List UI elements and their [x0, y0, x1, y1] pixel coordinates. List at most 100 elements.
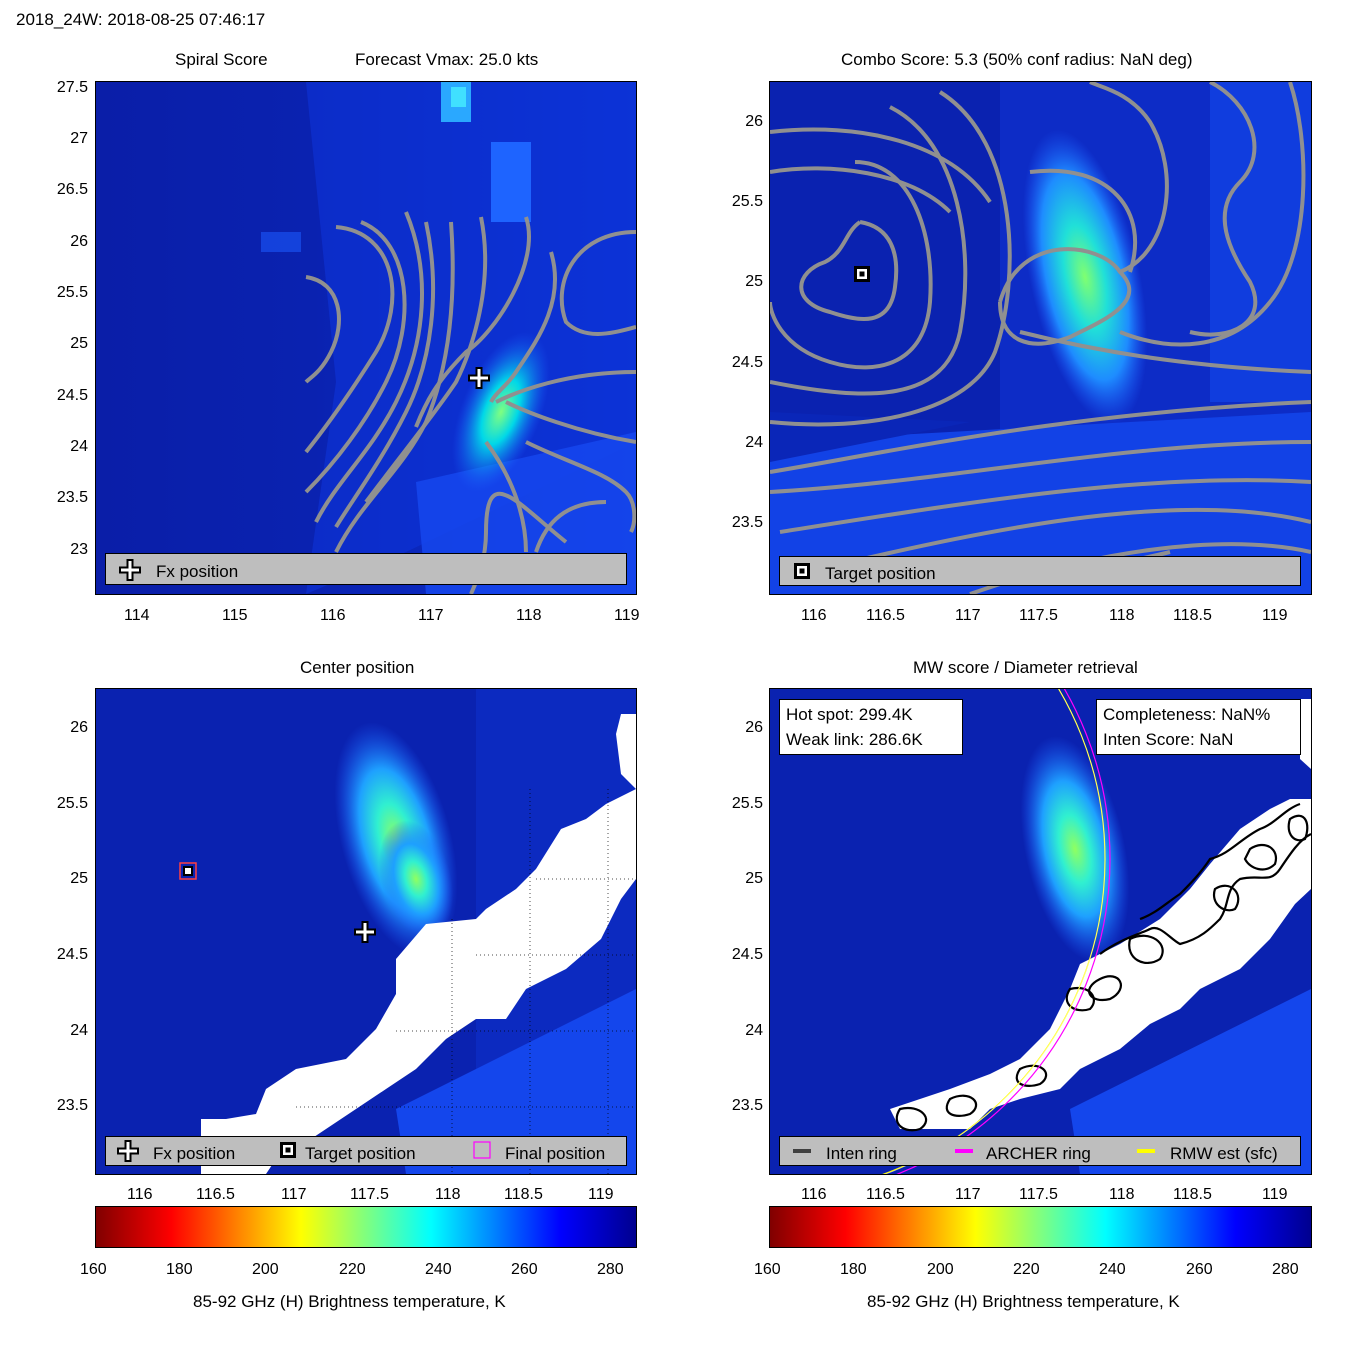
- combo-legend-target: Target position: [825, 564, 936, 583]
- mw-legend-archer: ARCHER ring: [986, 1144, 1091, 1163]
- xtick: 118.5: [1173, 1186, 1212, 1203]
- cbar-tick: 200: [252, 1261, 279, 1278]
- ytick: 26: [70, 719, 88, 736]
- cbar-tick: 240: [1099, 1261, 1126, 1278]
- xtick: 118.5: [1173, 607, 1212, 624]
- ytick: 23.5: [731, 514, 763, 531]
- center-plot: Fx position Target position Final positi…: [95, 688, 637, 1175]
- final-square-icon: [473, 1141, 491, 1159]
- ytick: 26: [745, 113, 763, 130]
- xtick: 116: [320, 607, 346, 624]
- ytick: 25: [745, 870, 763, 887]
- hot-spot-text: Hot spot: 299.4K: [786, 705, 913, 724]
- mw-legend-rmw: RMW est (sfc): [1170, 1144, 1278, 1163]
- cbar-tick: 180: [840, 1261, 867, 1278]
- ytick: 24.5: [56, 387, 88, 404]
- xtick: 117.5: [1019, 1186, 1058, 1203]
- weak-link-text: Weak link: 286.6K: [786, 730, 923, 749]
- cbar-tick: 240: [425, 1261, 452, 1278]
- fx-position-marker: [354, 921, 376, 943]
- xtick: 116.5: [866, 607, 905, 624]
- mw-plot: Hot spot: 299.4K Weak link: 286.6K Compl…: [769, 688, 1312, 1175]
- colorbar-left-label: 85-92 GHz (H) Brightness temperature, K: [193, 1292, 506, 1311]
- ytick: 23.5: [56, 489, 88, 506]
- xtick: 115: [222, 607, 248, 624]
- ytick: 26: [70, 233, 88, 250]
- cbar-tick: 200: [927, 1261, 954, 1278]
- xtick: 117: [955, 607, 981, 624]
- ytick: 27: [70, 130, 88, 147]
- cbar-tick: 220: [339, 1261, 366, 1278]
- ytick: 24.5: [731, 354, 763, 371]
- colorbar-left: [95, 1206, 637, 1248]
- colorbar-right-label: 85-92 GHz (H) Brightness temperature, K: [867, 1292, 1180, 1311]
- xtick: 117: [955, 1186, 981, 1203]
- ytick: 23.5: [56, 1097, 88, 1114]
- ytick: 24: [70, 1022, 88, 1039]
- xtick: 116: [127, 1186, 153, 1203]
- center-legend-final: Final position: [505, 1144, 606, 1163]
- spiral-vmax: Forecast Vmax: 25.0 kts: [355, 50, 539, 69]
- target-square-icon: [280, 1142, 296, 1158]
- fx-cross-icon: [117, 1140, 139, 1162]
- xtick: 116.5: [866, 1186, 905, 1203]
- mw-legend-inten: Inten ring: [826, 1144, 897, 1163]
- cbar-tick: 220: [1013, 1261, 1040, 1278]
- ytick: 25: [70, 870, 88, 887]
- xtick: 118: [516, 607, 542, 624]
- rmw-swatch: [1137, 1149, 1155, 1153]
- combo-title: Combo Score: 5.3 (50% conf radius: NaN d…: [841, 50, 1193, 69]
- mw-title: MW score / Diameter retrieval: [913, 658, 1138, 677]
- target-position-marker: [854, 266, 870, 282]
- ytick: 25.5: [731, 193, 763, 210]
- xtick: 119: [588, 1186, 614, 1203]
- xtick: 119: [614, 607, 640, 624]
- mw-completeness-box: Completeness: NaN% Inten Score: NaN: [1096, 699, 1301, 755]
- fx-cross-icon: [119, 559, 141, 581]
- xtick: 117: [418, 607, 444, 624]
- combo-plot: Target position: [769, 81, 1312, 595]
- spiral-title: Spiral Score: [175, 50, 268, 69]
- ytick: 24: [745, 1022, 763, 1039]
- xtick: 119: [1262, 1186, 1288, 1203]
- center-title: Center position: [300, 658, 415, 677]
- xtick: 119: [1262, 607, 1288, 624]
- archer-ring-swatch: [955, 1149, 973, 1153]
- combo-legend: Target position: [779, 556, 1301, 586]
- ytick: 25.5: [731, 795, 763, 812]
- inten-score-text: Inten Score: NaN: [1103, 730, 1234, 749]
- xtick: 118: [435, 1186, 461, 1203]
- target-square-icon: [794, 563, 810, 579]
- xtick: 117.5: [1019, 607, 1058, 624]
- xtick: 114: [124, 607, 150, 624]
- xtick: 118: [1109, 1186, 1135, 1203]
- ytick: 24: [745, 434, 763, 451]
- cbar-tick: 180: [166, 1261, 193, 1278]
- figure-title: 2018_24W: 2018-08-25 07:46:17: [16, 10, 266, 29]
- ytick: 26.5: [56, 181, 88, 198]
- center-legend-target: Target position: [305, 1144, 416, 1163]
- ytick: 27.5: [56, 79, 88, 96]
- xtick: 116: [801, 607, 827, 624]
- mw-hotspot-box: Hot spot: 299.4K Weak link: 286.6K: [779, 699, 963, 755]
- xtick: 117.5: [350, 1186, 389, 1203]
- ytick: 23.5: [731, 1097, 763, 1114]
- completeness-text: Completeness: NaN%: [1103, 705, 1271, 724]
- inten-ring-swatch: [793, 1149, 811, 1153]
- center-legend-fx: Fx position: [153, 1144, 236, 1163]
- xtick: 117: [281, 1186, 307, 1203]
- xtick: 118.5: [504, 1186, 543, 1203]
- fx-position-marker: [468, 367, 490, 389]
- colorbar-right: [769, 1206, 1312, 1248]
- xtick: 118: [1109, 607, 1135, 624]
- final-position-marker: [179, 862, 197, 880]
- ytick: 25.5: [56, 795, 88, 812]
- cbar-tick: 160: [80, 1261, 107, 1278]
- cbar-tick: 280: [1272, 1261, 1299, 1278]
- ytick: 25.5: [56, 284, 88, 301]
- mw-legend: Inten ring ARCHER ring RMW est (sfc): [779, 1136, 1301, 1166]
- cbar-tick: 260: [1186, 1261, 1213, 1278]
- ytick: 25: [745, 273, 763, 290]
- spiral-plot: Fx position: [95, 81, 637, 595]
- xtick: 116: [801, 1186, 827, 1203]
